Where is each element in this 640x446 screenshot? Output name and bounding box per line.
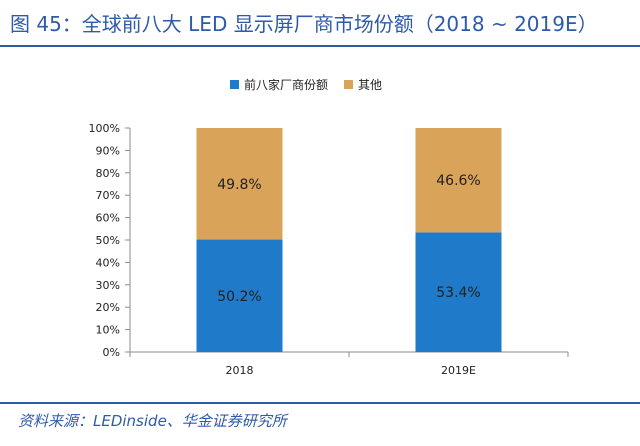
x-tick-label: 2019E — [441, 364, 476, 377]
legend-label: 其他 — [358, 78, 382, 92]
data-label: 50.2% — [217, 289, 261, 305]
y-tick-label: 30% — [96, 279, 120, 292]
y-tick-label: 40% — [96, 256, 120, 269]
data-label: 49.8% — [217, 177, 261, 193]
y-tick-label: 20% — [96, 301, 120, 314]
y-tick-label: 70% — [96, 189, 120, 202]
data-label: 53.4% — [436, 285, 480, 301]
legend-label: 前八家厂商份额 — [244, 77, 328, 92]
y-tick-label: 90% — [96, 144, 120, 157]
bar-segment-top8-2018 — [196, 239, 283, 352]
source-divider — [0, 402, 640, 404]
y-tick-label: 0% — [103, 346, 120, 359]
y-tick-label: 50% — [96, 234, 120, 247]
y-tick-label: 10% — [96, 324, 120, 337]
x-tick-label: 2018 — [226, 364, 254, 377]
y-tick-label: 100% — [89, 122, 120, 135]
title-divider — [0, 45, 640, 47]
legend-swatch — [230, 80, 239, 89]
bar-segment-others-2019E — [415, 128, 502, 233]
figure-title: 图 45：全球前八大 LED 显示屏厂商市场份额（2018 ~ 2019E） — [10, 12, 598, 36]
y-tick-label: 60% — [96, 212, 120, 225]
data-label: 46.6% — [436, 173, 480, 189]
source-note: 资料来源：LEDinside、华金证券研究所 — [18, 412, 287, 430]
bar-segment-top8-2019E — [415, 232, 502, 352]
bar-segment-others-2018 — [196, 128, 283, 240]
legend-swatch — [344, 80, 353, 89]
y-tick-label: 80% — [96, 167, 120, 180]
